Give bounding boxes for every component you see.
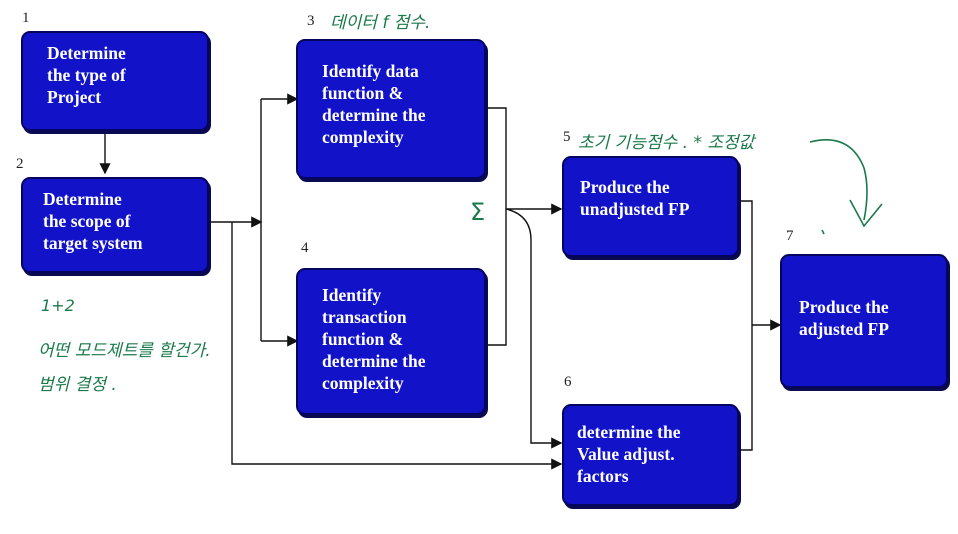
step-box-7-adjusted-fp: Produce the adjusted FP [780, 254, 948, 388]
connector-2-to-6 [231, 222, 563, 470]
handwritten-dot [821, 229, 825, 235]
step-box-5-unadjusted-fp: Produce the unadjusted FP [562, 156, 739, 257]
step-number-4: 4 [301, 240, 309, 256]
handwritten-note-data-function-score: 데이터 f 점수. [330, 13, 431, 33]
handwritten-note-1-plus-2: 1+2 [41, 296, 75, 315]
step-number-3: 3 [307, 13, 315, 29]
connector-4-out [486, 209, 507, 346]
step-box-1-determine-project-type: Determine the type of Project [21, 31, 209, 131]
step-number-2: 2 [16, 156, 24, 172]
handwritten-arrowhead [849, 199, 883, 228]
connector-merge-to-6 [505, 208, 563, 449]
connector-3-out [486, 107, 507, 209]
handwritten-note-scope-decision: 범위 결정 . [38, 375, 117, 395]
step-box-6-value-adjust-factors: determine the Value adjust. factors [562, 404, 739, 506]
step-number-7: 7 [786, 228, 794, 244]
handwritten-note-initial-fp-adjust: 초기 기능점수 . * 조정값 [578, 133, 755, 153]
handwritten-note-which-project: 어떤 모드제트를 할건가. [38, 341, 211, 361]
step-box-2-determine-scope: Determine the scope of target system [21, 177, 209, 273]
step-number-1: 1 [22, 10, 30, 26]
step-box-4-identify-transaction-function: Identify transaction function & determin… [296, 268, 486, 415]
connector-5-out [739, 200, 753, 325]
connector-6-out [739, 325, 753, 451]
step-number-6: 6 [564, 374, 572, 390]
handwritten-arrow [809, 139, 868, 221]
handwritten-sum-mark: Σ [470, 198, 486, 226]
step-box-3-identify-data-function: Identify data function & determine the c… [296, 39, 486, 179]
step-number-5: 5 [563, 129, 571, 145]
